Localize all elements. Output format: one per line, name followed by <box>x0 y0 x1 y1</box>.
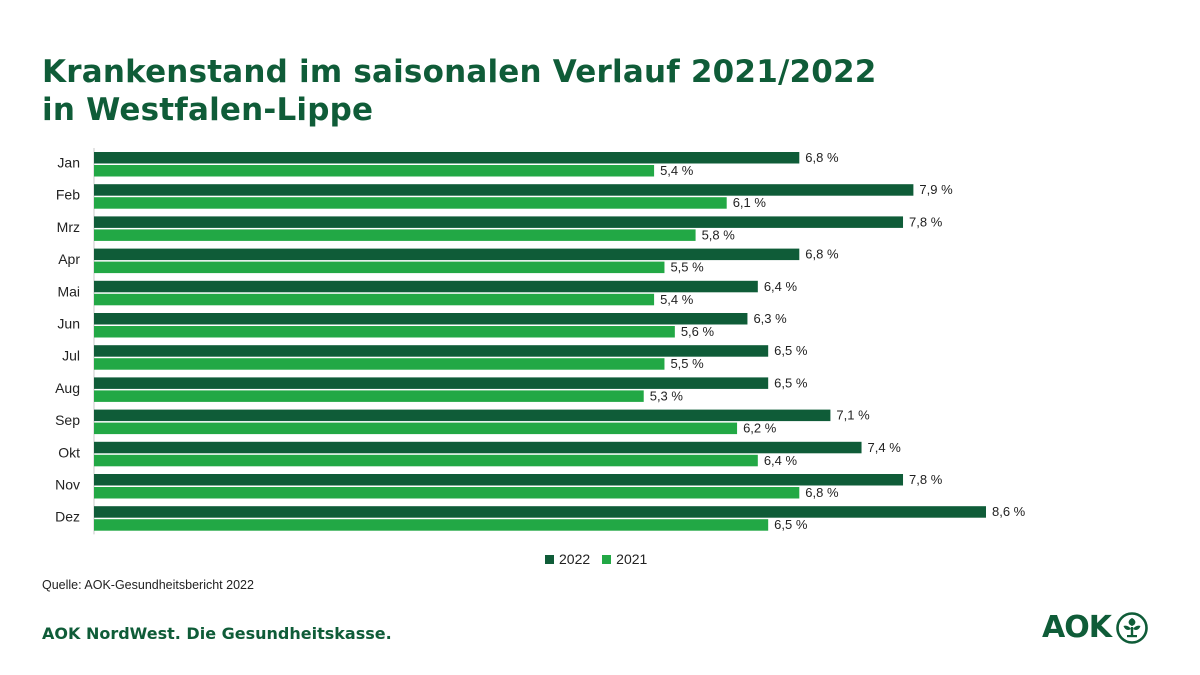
data-label-2022-jan: 6,8 % <box>805 150 839 165</box>
category-label-mrz: Mrz <box>57 219 80 235</box>
legend-swatch-2022 <box>545 554 554 564</box>
bar-2022-jun <box>94 313 748 325</box>
bar-2022-sep <box>94 409 831 422</box>
data-label-2021-mrz: 5,8 % <box>702 227 736 242</box>
bar-2022-aug <box>94 377 769 389</box>
category-label-jun: Jun <box>57 316 80 332</box>
category-label-nov: Nov <box>55 477 80 493</box>
chart-title-line-2: in Westfalen-Lippe <box>42 92 374 128</box>
data-label-2022-aug: 6,5 % <box>774 375 808 390</box>
data-label-2022-okt: 7,4 % <box>868 440 902 455</box>
legend-item-2021: 2021 <box>602 551 647 567</box>
aok-logo-text: AOK <box>1042 610 1112 645</box>
bar-2022-mai <box>94 280 758 293</box>
data-label-2022-feb: 7,9 % <box>919 182 953 197</box>
category-label-dez: Dez <box>55 509 80 525</box>
data-label-2021-jan: 5,4 % <box>660 163 694 178</box>
bar-2022-feb <box>94 184 914 196</box>
category-label-aug: Aug <box>55 380 80 396</box>
data-label-2021-jul: 5,5 % <box>670 356 704 371</box>
data-label-2022-apr: 6,8 % <box>805 247 839 262</box>
bar-2021-feb <box>94 197 727 209</box>
data-label-2022-sep: 7,1 % <box>836 408 870 423</box>
data-label-2021-sep: 6,2 % <box>743 421 777 436</box>
legend-label-2022: 2022 <box>559 551 591 567</box>
category-label-jan: Jan <box>57 155 80 171</box>
data-label-2022-mrz: 7,8 % <box>909 214 943 229</box>
data-label-2021-okt: 6,4 % <box>764 453 798 468</box>
bar-2021-nov <box>94 487 800 499</box>
aok-tree-icon <box>1116 611 1148 644</box>
bar-2022-jan <box>94 152 800 164</box>
footer-claim: AOK NordWest. Die Gesundheitskasse. <box>42 624 392 643</box>
bar-2021-jul <box>94 358 665 370</box>
chart-legend: 2022 2021 <box>545 551 659 567</box>
source-note: Quelle: AOK-Gesundheitsbericht 2022 <box>42 578 254 592</box>
data-label-2022-dez: 8,6 % <box>992 504 1026 519</box>
bar-2022-jul <box>94 345 769 357</box>
category-label-okt: Okt <box>58 444 80 460</box>
bar-2021-dez <box>94 519 769 531</box>
category-label-apr: Apr <box>58 251 80 267</box>
category-label-sep: Sep <box>55 412 80 428</box>
bar-2022-apr <box>94 248 800 261</box>
bar-2022-okt <box>94 441 862 454</box>
bar-2022-dez <box>94 506 986 518</box>
bar-2021-sep <box>94 422 738 435</box>
legend-label-2021: 2021 <box>616 551 648 567</box>
data-label-2022-nov: 7,8 % <box>909 472 943 487</box>
data-label-2021-apr: 5,5 % <box>670 260 704 275</box>
data-label-2022-mai: 6,4 % <box>764 279 798 294</box>
bar-2021-mrz <box>94 229 696 241</box>
bar-2021-apr <box>94 261 665 274</box>
bar-2021-okt <box>94 454 758 467</box>
bar-2022-nov <box>94 474 904 486</box>
chart-title-line-1: Krankenstand im saisonalen Verlauf 2021/… <box>42 54 877 90</box>
data-label-2021-feb: 6,1 % <box>733 195 767 210</box>
aok-logo: AOK <box>1042 610 1149 645</box>
data-label-2022-jul: 6,5 % <box>774 343 808 358</box>
bar-2021-mai <box>94 293 655 306</box>
legend-item-2022: 2022 <box>545 551 590 567</box>
bar-2022-mrz <box>94 216 904 228</box>
data-label-2021-mai: 5,4 % <box>660 292 694 307</box>
bar-2021-jun <box>94 326 675 338</box>
category-label-mai: Mai <box>57 283 80 299</box>
bar-2021-jan <box>94 165 655 177</box>
bar-2021-aug <box>94 390 644 402</box>
data-label-2021-aug: 5,3 % <box>650 388 684 403</box>
legend-swatch-2021 <box>602 554 612 564</box>
data-label-2021-dez: 6,5 % <box>774 517 808 532</box>
category-label-feb: Feb <box>56 187 80 203</box>
category-label-jul: Jul <box>62 348 80 364</box>
data-label-2021-jun: 5,6 % <box>681 324 715 339</box>
data-label-2021-nov: 6,8 % <box>805 485 839 500</box>
data-label-2022-jun: 6,3 % <box>753 311 787 326</box>
